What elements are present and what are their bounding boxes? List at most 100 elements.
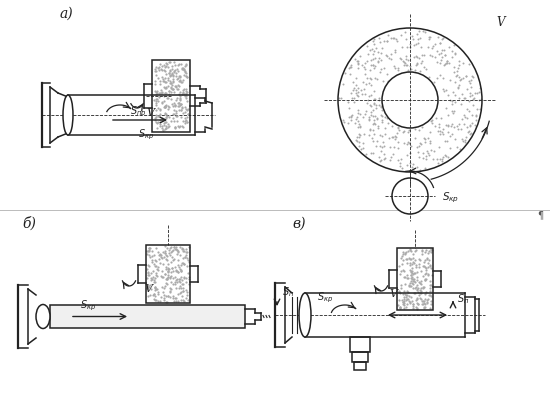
Point bbox=[424, 260, 432, 266]
Point bbox=[178, 281, 186, 287]
Point bbox=[178, 248, 187, 254]
Point bbox=[374, 123, 383, 129]
Point bbox=[441, 51, 450, 58]
Point bbox=[414, 301, 423, 307]
Point bbox=[170, 281, 179, 287]
Point bbox=[157, 254, 166, 260]
Point bbox=[174, 68, 183, 75]
Point bbox=[180, 67, 189, 74]
Point bbox=[174, 86, 183, 93]
Point bbox=[179, 280, 188, 287]
Point bbox=[164, 75, 173, 82]
Point bbox=[475, 96, 484, 103]
Point bbox=[370, 116, 379, 123]
Point bbox=[403, 272, 411, 279]
Point bbox=[159, 254, 168, 260]
Point bbox=[455, 145, 464, 152]
Point bbox=[159, 248, 168, 255]
Point bbox=[372, 143, 381, 149]
Point bbox=[410, 260, 419, 266]
Point bbox=[466, 90, 475, 97]
Point bbox=[363, 51, 372, 57]
Point bbox=[151, 258, 160, 265]
Point bbox=[419, 150, 427, 157]
Point bbox=[151, 98, 160, 105]
Point bbox=[182, 279, 190, 286]
Point bbox=[427, 246, 436, 253]
Point bbox=[420, 295, 429, 302]
Point bbox=[458, 135, 467, 142]
Point bbox=[151, 119, 160, 126]
Point bbox=[406, 149, 415, 156]
Point bbox=[426, 278, 434, 285]
Point bbox=[469, 74, 477, 81]
Point bbox=[408, 281, 417, 287]
Point bbox=[368, 51, 377, 57]
Point bbox=[437, 158, 446, 164]
Point bbox=[411, 297, 420, 304]
Point bbox=[174, 124, 183, 130]
Point bbox=[162, 60, 171, 67]
Point bbox=[156, 66, 165, 73]
Point bbox=[400, 290, 409, 297]
Point bbox=[398, 297, 406, 304]
Point bbox=[424, 250, 432, 256]
Point bbox=[452, 73, 460, 79]
Point bbox=[377, 144, 386, 151]
Point bbox=[426, 263, 435, 270]
Point bbox=[362, 99, 371, 106]
Point bbox=[346, 113, 355, 120]
Point bbox=[170, 256, 179, 262]
Point bbox=[411, 256, 420, 263]
Point bbox=[152, 90, 161, 97]
Point bbox=[414, 36, 422, 43]
Point bbox=[151, 106, 160, 113]
Point bbox=[152, 245, 161, 251]
Point bbox=[425, 140, 434, 146]
Point bbox=[370, 99, 378, 106]
Point bbox=[402, 56, 410, 62]
Point bbox=[443, 59, 452, 66]
Point bbox=[361, 59, 370, 66]
Point bbox=[152, 89, 161, 95]
Point bbox=[370, 95, 378, 102]
Point bbox=[164, 114, 173, 120]
Point bbox=[173, 262, 182, 268]
Point bbox=[173, 267, 182, 274]
Point bbox=[446, 77, 454, 83]
Point bbox=[402, 140, 411, 147]
Point bbox=[161, 79, 170, 85]
Point bbox=[372, 137, 381, 144]
Point bbox=[354, 65, 362, 72]
Point bbox=[399, 293, 408, 300]
Point bbox=[422, 265, 431, 271]
Point bbox=[168, 78, 177, 84]
Point bbox=[354, 59, 363, 66]
Point bbox=[406, 63, 415, 69]
Point bbox=[460, 111, 469, 118]
Point bbox=[176, 102, 185, 108]
Point bbox=[370, 36, 379, 42]
Point bbox=[408, 302, 417, 309]
Point bbox=[178, 123, 186, 129]
Point bbox=[161, 266, 170, 272]
Point bbox=[387, 51, 395, 57]
Point bbox=[409, 290, 418, 297]
Point bbox=[173, 82, 182, 89]
Point bbox=[167, 88, 175, 95]
Point bbox=[353, 137, 362, 144]
Point bbox=[428, 45, 437, 51]
Point bbox=[453, 122, 462, 129]
Point bbox=[361, 110, 370, 117]
Point bbox=[421, 288, 430, 295]
Bar bbox=[146, 245, 190, 303]
Point bbox=[169, 243, 178, 250]
Point bbox=[176, 244, 185, 250]
Point bbox=[392, 35, 401, 42]
Point bbox=[415, 257, 424, 264]
Point bbox=[409, 250, 417, 257]
Point bbox=[377, 148, 386, 154]
Bar bbox=[50, 305, 245, 328]
Point bbox=[383, 37, 392, 44]
Point bbox=[462, 72, 471, 79]
